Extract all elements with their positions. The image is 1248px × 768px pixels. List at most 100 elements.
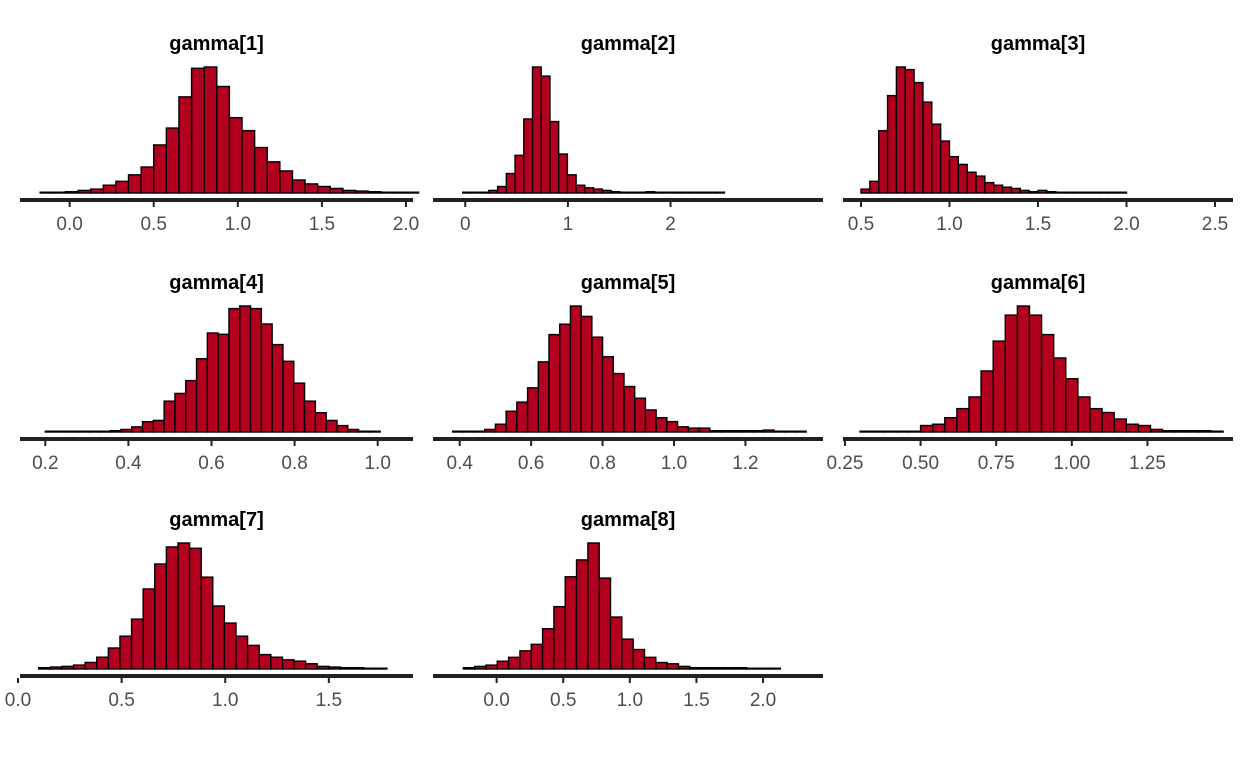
histogram-bar (120, 428, 133, 433)
histogram-bar (975, 175, 986, 194)
histogram-bar (922, 101, 933, 194)
histogram-bar (956, 407, 970, 433)
histogram-bar (325, 419, 338, 433)
histogram-bar (706, 191, 717, 194)
histogram-bar (140, 166, 155, 194)
histogram-bar (1046, 191, 1057, 194)
histogram-bar (730, 430, 743, 433)
histogram-bar (931, 423, 946, 433)
x-tick-label: 1 (563, 214, 574, 235)
histogram-bar (49, 666, 63, 670)
histogram-bar (643, 656, 657, 670)
histogram-bar (188, 547, 202, 670)
histogram-bar (367, 191, 382, 194)
histogram-bar (212, 605, 226, 670)
histogram-bar (190, 67, 205, 194)
x-tick-label: 1.0 (617, 690, 643, 711)
histogram-bar (66, 430, 79, 433)
histogram-bar (1089, 407, 1103, 433)
x-tick-label: 1.5 (316, 690, 342, 711)
x-tick-label: 1.2 (732, 453, 758, 474)
histogram-bar (1101, 411, 1115, 433)
histogram-bar (260, 323, 273, 433)
histogram-bar (709, 430, 722, 433)
histogram-bar (61, 665, 75, 670)
histogram-bar (246, 644, 260, 670)
x-tick-label: 1.5 (1025, 214, 1051, 235)
histogram-bar (644, 409, 657, 433)
histogram-bar (627, 191, 638, 194)
histogram-bar (948, 155, 960, 194)
histogram-bar (200, 576, 214, 670)
histogram-bar (676, 426, 689, 433)
histogram-bar (1004, 314, 1019, 433)
histogram-bar (966, 171, 977, 194)
histogram-bar (913, 81, 924, 194)
histogram-panel: gamma[8] 0.0 0.5 1.0 1.5 2.0 (433, 509, 823, 711)
histogram-bar (64, 191, 79, 194)
histogram-bar (689, 667, 702, 670)
histogram-bar (601, 355, 614, 433)
histogram-bar (55, 430, 68, 433)
histogram-bar (569, 305, 582, 433)
x-tick-label: 0.6 (518, 453, 544, 474)
x-tick-label: 1.5 (309, 214, 335, 235)
x-tick-label: 0.5 (141, 214, 167, 235)
histogram-bar (1081, 191, 1092, 194)
histogram-bar (526, 387, 539, 433)
histogram-bar (1054, 191, 1066, 194)
histogram-bar (1116, 191, 1128, 194)
histogram-bar (575, 184, 586, 194)
histogram-bar (392, 191, 407, 194)
histogram-panel: gamma[6] 0.25 0.50 0.75 1.00 1.25 (826, 272, 1233, 474)
histogram-bar (559, 323, 572, 433)
histogram-bar (557, 153, 569, 194)
histogram-bar (655, 661, 668, 670)
histogram-bar (773, 430, 786, 433)
x-tick-label: 1.5 (683, 690, 709, 711)
histogram-bar (154, 563, 168, 670)
histogram-bar (871, 430, 885, 433)
histogram-bar (107, 647, 121, 670)
histogram-bar (374, 667, 388, 670)
histogram-bar (39, 191, 54, 194)
histogram-bar (484, 428, 497, 433)
histogram-bar (304, 663, 318, 670)
histogram-bar (77, 430, 90, 433)
histogram-bar (784, 430, 797, 433)
histogram-bar (931, 123, 942, 194)
histogram-bar (636, 191, 647, 194)
histogram-bar (666, 663, 680, 670)
x-tick-label: 0.5 (848, 214, 874, 235)
panel-title: gamma[5] (581, 272, 675, 294)
histogram-bar (598, 577, 612, 670)
histogram-bar (1065, 378, 1079, 433)
histogram-bar (514, 154, 525, 194)
histogram-bar (883, 430, 898, 433)
x-tick-label: 2 (665, 214, 676, 235)
histogram-bar (165, 546, 179, 670)
histogram-bar (537, 361, 550, 433)
histogram-bar (185, 379, 198, 433)
x-tick-label: 0.0 (56, 214, 82, 235)
histogram-bar (281, 659, 295, 670)
histogram-bar (645, 191, 656, 194)
histogram-bar (697, 191, 708, 194)
histogram-bar (745, 667, 759, 670)
histogram-bar (895, 430, 910, 433)
histogram-bar (655, 417, 668, 433)
histogram-bar (549, 120, 560, 194)
histogram-bar (1137, 424, 1152, 433)
histogram-bar (131, 426, 144, 433)
histogram-bar (303, 400, 317, 433)
histogram-bar (195, 358, 209, 433)
histogram-bar (723, 667, 736, 670)
histogram-bar (44, 430, 57, 433)
histogram-bar (1037, 189, 1048, 194)
x-tick-label: 1.00 (1053, 453, 1090, 474)
histogram-bar (553, 605, 566, 670)
histogram-bar (939, 140, 951, 194)
histogram-bar (957, 163, 968, 194)
histogram-bar (235, 635, 249, 670)
histogram-bar (566, 174, 577, 194)
